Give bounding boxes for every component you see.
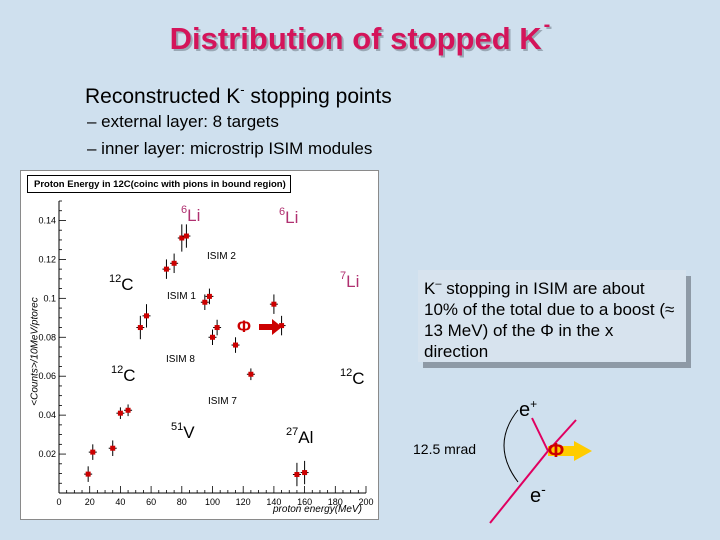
slide-title: Distribution of stopped K- (0, 14, 720, 57)
callout-prefix: K (424, 279, 436, 298)
boost-arrow-head-icon (574, 441, 592, 461)
annotation-12c-c: 12C (340, 367, 365, 388)
x-tick-label: 0 (56, 497, 61, 507)
data-point (117, 410, 123, 416)
x-tick-label: 160 (297, 497, 312, 507)
eminus-label: e- (530, 481, 546, 507)
data-point (206, 293, 212, 299)
phi-particle-label: Φ (547, 440, 565, 462)
x-tick-label: 180 (328, 497, 343, 507)
angle-arc (503, 409, 519, 483)
x-tick-label: 40 (115, 497, 125, 507)
bullet-inner-layer: – inner layer: microstrip ISIM modules (87, 139, 373, 158)
subtitle-superscript: - (240, 82, 245, 97)
bullet-external-layer: – external layer: 8 targets (87, 112, 279, 131)
annotation-12c-b: 12C (111, 364, 136, 385)
data-point (179, 235, 185, 241)
data-point (214, 325, 220, 331)
annotation-6li-a: 6Li (181, 204, 201, 225)
data-point (163, 266, 169, 272)
data-point (85, 471, 91, 477)
subtitle: Reconstructed K- stopping points (85, 82, 392, 109)
isim-stopping-callout: K– stopping in ISIM are about 10% of the… (418, 270, 686, 362)
annotation-6li-b: 6Li (279, 206, 299, 227)
phi-arrow-icon (259, 319, 282, 335)
x-tick-label: 120 (236, 497, 251, 507)
subtitle-before: Reconstructed K (85, 85, 241, 108)
x-tick-label: 20 (85, 497, 95, 507)
phi-marker: Φ (237, 317, 251, 336)
data-point (110, 445, 116, 451)
data-point (202, 299, 208, 305)
plot-panel-title: Proton Energy in 12C(coinc with pions in… (27, 175, 291, 193)
eplus-track-2 (531, 417, 549, 452)
data-point (271, 301, 277, 307)
title-superscript: - (543, 14, 551, 36)
angle-label: 12.5 mrad (413, 441, 477, 457)
isim-1-label: ISIM 1 (167, 291, 196, 302)
y-tick-label: 0.02 (38, 449, 56, 459)
y-tick-label: 0.1 (43, 293, 56, 303)
data-point (137, 325, 143, 331)
annotation-12c-a: 12C (109, 273, 134, 294)
eminus-track (489, 450, 549, 524)
plot-canvas: 0 20 40 60 80 100 120 140 160 180 200 0.02 0.04 0.06 0… (38, 200, 374, 507)
annotation-51v: 51V (171, 421, 195, 442)
callout-text: stopping in ISIM are about 10% of the to… (424, 279, 675, 361)
eplus-track (547, 419, 577, 452)
y-tick-label: 0.06 (38, 371, 56, 381)
y-tick-label: 0.08 (38, 332, 56, 342)
y-tick-label: 0.04 (38, 410, 56, 420)
data-point (210, 334, 215, 340)
eplus-label: e+ (519, 397, 538, 421)
x-axis-label: proton energy(MeV) (273, 504, 362, 515)
proton-energy-plot: 0 20 40 60 80 100 120 140 160 180 200 0.02 0.04 0.06 0… (20, 170, 379, 520)
data-point (143, 313, 149, 319)
subtitle-after: stopping points (244, 85, 392, 108)
data-point (233, 342, 239, 348)
annotation-27al: 27Al (286, 426, 314, 447)
data-point (279, 323, 285, 329)
title-text: Distribution of stopped K (169, 21, 542, 56)
y-tick-label: 0.14 (38, 215, 56, 225)
isim-2-label: ISIM 2 (207, 251, 236, 262)
x-tick-label: 200 (358, 497, 373, 507)
data-point (171, 260, 177, 266)
y-tick-label: 0.12 (38, 254, 56, 264)
callout-superscript: – (435, 278, 442, 290)
x-tick-label: 80 (177, 497, 187, 507)
data-point (90, 449, 96, 455)
x-tick-label: 100 (205, 497, 220, 507)
data-point (248, 371, 254, 377)
data-point (294, 472, 300, 478)
x-tick-label: 140 (266, 497, 281, 507)
annotation-7li: 7Li (340, 270, 360, 291)
x-tick-label: 60 (146, 497, 156, 507)
data-point (302, 470, 308, 476)
data-point (183, 233, 189, 239)
data-point (125, 407, 131, 413)
isim-7-label: ISIM 7 (208, 396, 237, 407)
isim-8-label: ISIM 8 (166, 354, 195, 365)
